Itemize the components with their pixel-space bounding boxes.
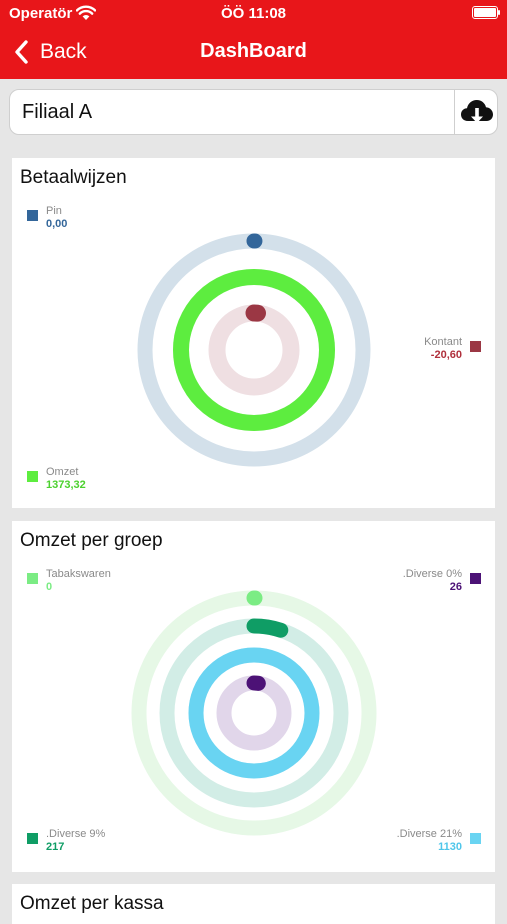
app-header: Operatör ÖÖ 11:08 Back DashBoard: [0, 0, 507, 79]
legend-swatch: [470, 573, 481, 584]
page-title: DashBoard: [0, 40, 507, 63]
legend-value: 217: [46, 841, 105, 854]
ring-bar: [254, 626, 281, 630]
card-omzet-per-groep: Omzet per groep Tabakswaren 0 .Diverse 9…: [12, 521, 495, 872]
battery-cap: [498, 10, 500, 15]
store-value: Filiaal A: [22, 101, 92, 124]
legend-name: Omzet: [46, 466, 86, 479]
legend-value: 0,00: [46, 218, 67, 231]
legend-value: 26: [403, 581, 462, 594]
legend-swatch: [470, 833, 481, 844]
battery-icon: [472, 6, 498, 19]
store-field[interactable]: Filiaal A: [10, 90, 455, 134]
card-title: Omzet per kassa: [20, 893, 164, 915]
card-omzet-per-kassa: Omzet per kassa: [12, 884, 495, 924]
legend-value: 1373,32: [46, 479, 86, 492]
legend-name: Pin: [46, 205, 67, 218]
legend-item: Omzet 1373,32: [27, 466, 86, 492]
status-time: ÖÖ 11:08: [0, 5, 507, 22]
legend-name: Tabakswaren: [46, 568, 111, 581]
legend-item: .Diverse 21% 1130: [397, 828, 481, 854]
card-betaalwijzen: Betaalwijzen Pin 0,00 Omzet 1373,32 Kont…: [12, 158, 495, 508]
legend-value: -20,60: [424, 349, 462, 362]
legend-swatch: [470, 341, 481, 352]
legend-swatch: [27, 833, 38, 844]
legend-name: .Diverse 9%: [46, 828, 105, 841]
betaalwijzen-chart: [12, 158, 495, 508]
legend-swatch: [27, 471, 38, 482]
ring-bar: [181, 277, 327, 423]
legend-item: .Diverse 0% 26: [403, 568, 481, 594]
ring-track: [217, 313, 291, 387]
store-selector: Filiaal A: [9, 89, 498, 135]
ring-track: [224, 683, 284, 743]
legend-item: Pin 0,00: [27, 205, 67, 231]
ring-bar: [196, 655, 312, 771]
legend-swatch: [27, 573, 38, 584]
legend-name: .Diverse 21%: [397, 828, 462, 841]
legend-swatch: [27, 210, 38, 221]
legend-name: .Diverse 0%: [403, 568, 462, 581]
legend-item: Tabakswaren 0: [27, 568, 111, 594]
cloud-download-icon[interactable]: [460, 96, 494, 128]
legend-item: Kontant -20,60: [424, 336, 481, 362]
legend-value: 0: [46, 581, 111, 594]
legend-value: 1130: [397, 841, 462, 854]
legend-item: .Diverse 9% 217: [27, 828, 105, 854]
legend-name: Kontant: [424, 336, 462, 349]
